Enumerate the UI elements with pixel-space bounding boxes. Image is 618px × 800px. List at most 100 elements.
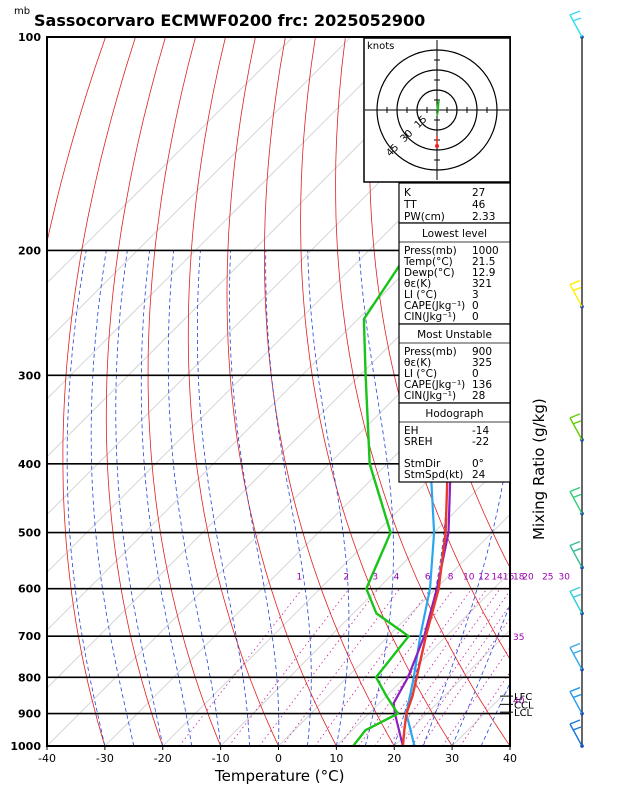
wind-barb-staff xyxy=(569,591,583,614)
mixing-ratio-label: 20 xyxy=(522,573,534,583)
wind-barb-feather xyxy=(569,686,581,693)
dry-adiabat xyxy=(335,37,510,746)
index-label: CAPE(Jkg⁻¹) xyxy=(404,300,465,312)
wind-barb xyxy=(569,279,583,307)
isotherm xyxy=(47,166,510,631)
index-label: Press(mb) xyxy=(404,245,457,257)
pressure-label: 900 xyxy=(18,708,41,721)
x-tick-label: 20 xyxy=(387,752,401,765)
lowest-level-box xyxy=(398,222,511,325)
index-label: SREH xyxy=(404,436,433,448)
index-value: 24 xyxy=(472,469,486,481)
mixing-ratio-label: 6 xyxy=(425,573,431,583)
wind-barb-feather xyxy=(569,586,581,593)
mixing-ratio-label: 12 xyxy=(478,573,489,583)
index-label: LI (°C) xyxy=(404,368,437,380)
wind-barb-feather xyxy=(569,279,581,286)
y-axis-label: Mixing Ratio (g/kg) xyxy=(530,398,548,540)
wind-barb-feather xyxy=(569,719,581,725)
index-value: 0 xyxy=(472,368,479,380)
pressure-label: 400 xyxy=(18,458,41,471)
pressure-units-label: mb xyxy=(14,6,30,17)
wind-barb xyxy=(569,586,583,614)
mixing-ratio-label: 3 xyxy=(372,573,378,583)
indices-panel: K 27 TT 46 PW(cm) 2.33 Lowest level Press(mb) 10… xyxy=(398,182,511,483)
index-label: LI (°C) xyxy=(404,289,437,301)
index-value: 0° xyxy=(472,458,484,470)
wind-barb-staff xyxy=(569,647,583,670)
dry-adiabat xyxy=(147,37,221,746)
moist-adiabat xyxy=(66,250,106,746)
wind-barb xyxy=(569,486,583,514)
moist-adiabat xyxy=(358,250,394,746)
wind-barb-feather xyxy=(572,17,582,22)
index-label: CAPE(Jkg⁻¹) xyxy=(404,379,465,391)
wind-barb-feather xyxy=(572,286,582,292)
mixing-ratio-line xyxy=(179,588,303,746)
wind-barb-feather xyxy=(569,540,581,547)
wind-barb-column xyxy=(569,10,584,748)
wind-barb-feather xyxy=(572,493,582,499)
isotherm xyxy=(47,37,467,458)
index-label: K xyxy=(404,187,412,199)
mixing-ratio-label: 4 xyxy=(394,573,400,583)
wind-barb-feather xyxy=(569,413,581,419)
section-header: Hodograph xyxy=(425,408,483,420)
theta-e-label: 40 xyxy=(513,697,525,707)
wind-barb-feather xyxy=(572,649,582,655)
wind-barb xyxy=(569,642,583,670)
pressure-label: 100 xyxy=(18,31,41,44)
wind-barb-feather xyxy=(569,642,581,649)
wind-barb-feather xyxy=(572,693,582,699)
wind-barb-staff xyxy=(569,417,583,441)
pressure-labels: 100 200 300 400 500 600 700 800 900 1000 xyxy=(10,31,41,753)
index-label: θε(K) xyxy=(404,278,431,290)
moist-adiabat xyxy=(196,250,250,746)
dry-adiabat xyxy=(187,37,279,746)
pressure-label: 500 xyxy=(18,527,41,540)
index-value: 325 xyxy=(472,357,492,369)
isotherm xyxy=(220,455,510,746)
index-label: Dewp(°C) xyxy=(404,267,455,279)
index-value: 2.33 xyxy=(472,211,495,223)
indices-top-box xyxy=(398,182,511,224)
moist-adiabat xyxy=(115,250,164,746)
isotherm xyxy=(162,398,510,746)
temperature-tick-labels: -40 -30 -20 -10 0 10 20 30 40 xyxy=(38,746,517,765)
x-tick-label: 40 xyxy=(503,752,517,765)
index-value: 1000 xyxy=(472,245,499,257)
dry-adiabat xyxy=(300,37,453,746)
pressure-label: 800 xyxy=(18,671,41,684)
wind-barb xyxy=(569,540,583,568)
index-value: 46 xyxy=(472,199,486,211)
moist-adiabat xyxy=(167,250,221,746)
level-label: CCL xyxy=(514,700,534,711)
hodograph-params-box xyxy=(398,402,511,483)
x-tick-label: -40 xyxy=(38,752,56,765)
index-value: -14 xyxy=(472,425,489,437)
index-value: 27 xyxy=(472,187,485,199)
index-value: 21.5 xyxy=(472,256,495,268)
wind-barb xyxy=(569,686,583,714)
pressure-label: 200 xyxy=(18,244,41,257)
pressure-label: 600 xyxy=(18,583,41,596)
pressure-label: 700 xyxy=(18,630,41,643)
wind-barb-staff xyxy=(569,691,583,714)
mixing-ratio-label: 30 xyxy=(559,573,571,583)
isotherm xyxy=(47,37,410,400)
moist-adiabat xyxy=(307,250,350,746)
index-value: 0 xyxy=(472,311,479,323)
index-label: PW(cm) xyxy=(404,211,445,223)
index-label: StmSpd(kt) xyxy=(404,469,463,481)
mixing-ratio-label: 25 xyxy=(542,573,553,583)
index-label: CIN(Jkg⁻¹) xyxy=(404,390,456,402)
mixing-ratio-label: 2 xyxy=(343,573,349,583)
wind-barb xyxy=(569,719,583,747)
pressure-label: 300 xyxy=(18,369,41,382)
moist-adiabat xyxy=(140,250,193,746)
chart-title: Sassocorvaro ECMWF0200 frc: 2025052900 xyxy=(34,11,425,30)
mixing-ratio-label: 1 xyxy=(297,573,303,583)
index-value: 136 xyxy=(472,379,492,391)
